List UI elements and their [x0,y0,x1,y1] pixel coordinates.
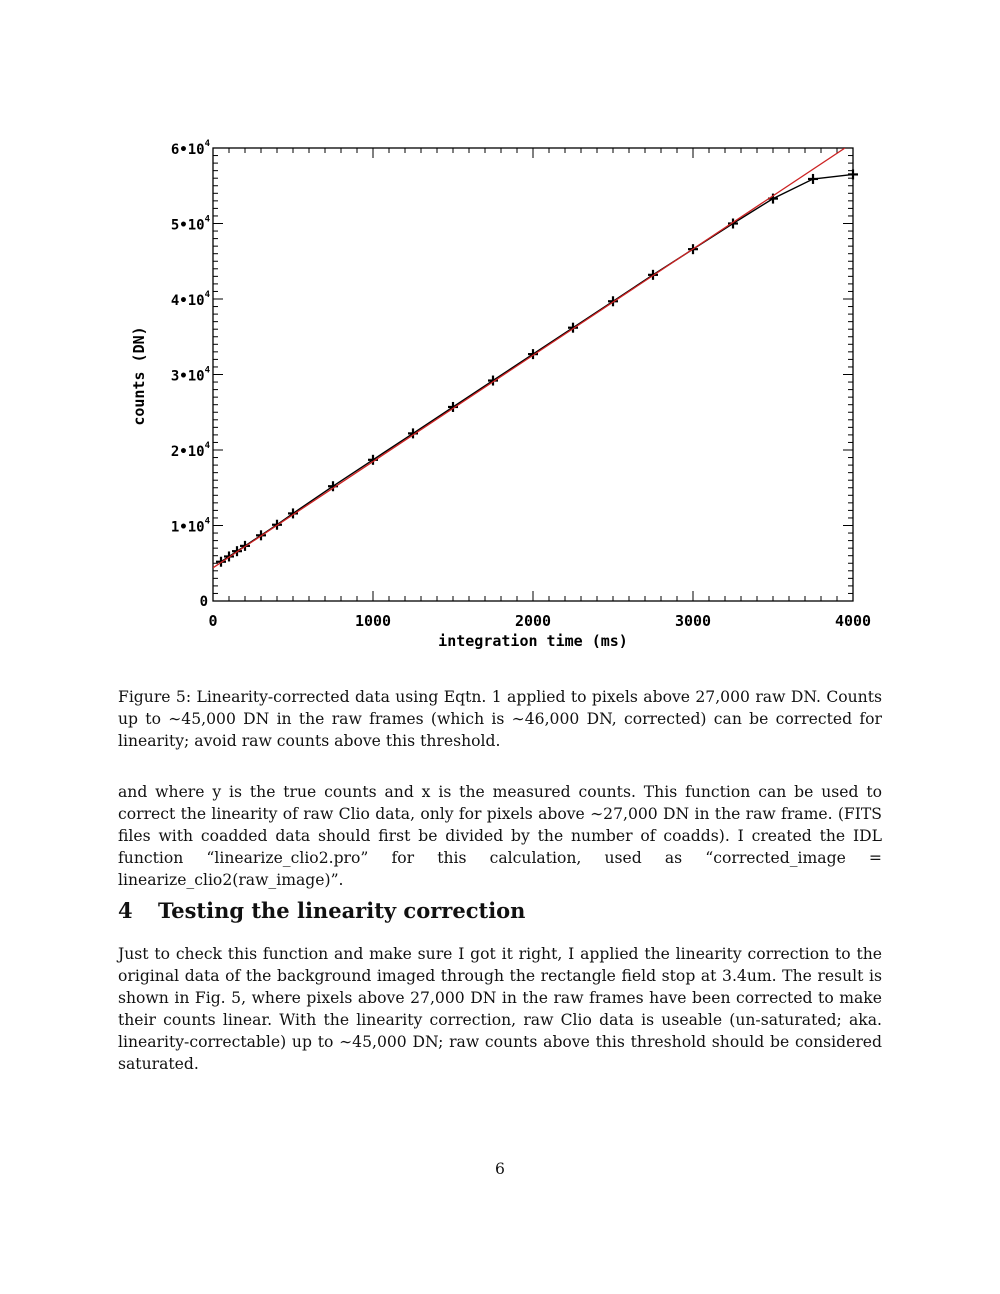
y-tick-labels: 0 1•104 2•104 3•104 4•104 5•104 6•104 [171,139,211,610]
y-tick-label: 3•104 [171,366,211,385]
data-point [448,401,458,412]
y-tick-label: 0 [200,594,208,610]
x-tick-label: 0 [208,612,217,630]
data-point [728,218,738,229]
body-paragraph-2: Just to check this function and make sur… [118,945,882,1073]
section-title: Testing the linearity correction [158,898,526,923]
data-point [568,322,578,333]
axis-ticks [212,147,854,602]
x-tick-label: 3000 [675,612,711,630]
y-tick-label: 1•104 [171,517,211,536]
data-point [288,508,298,519]
x-tick-label: 4000 [835,612,871,630]
x-tick-labels: 0 1000 2000 3000 4000 [208,612,871,630]
data-point [488,375,498,386]
data-point [608,296,618,307]
section-heading: 4 Testing the linearity correction [118,898,525,923]
data-point [848,169,858,180]
figure-5-chart: 0 1000 2000 3000 4000 0 1•104 2•104 3•104 4•104 5… [130,139,871,650]
x-tick-label: 1000 [355,612,391,630]
y-tick-label: 2•104 [171,441,211,460]
section-number: 4 [118,898,133,923]
y-axis-label: counts (DN) [130,326,148,425]
data-series [213,148,858,569]
fit-line [213,148,846,569]
y-tick-label: 5•104 [171,215,211,234]
body-paragraph-1: and where y is the true counts and x is … [118,783,882,889]
data-point [808,173,818,184]
plot-frame [212,147,854,602]
data-point [528,349,538,360]
x-tick-label: 2000 [515,612,551,630]
y-tick-label: 6•104 [171,139,211,158]
data-line [220,173,854,563]
x-axis-label: integration time (ms) [438,632,628,650]
figure-caption: Figure 5: Linearity-corrected data using… [118,688,882,750]
page-number: 6 [495,1160,505,1178]
y-tick-label: 4•104 [171,290,211,309]
